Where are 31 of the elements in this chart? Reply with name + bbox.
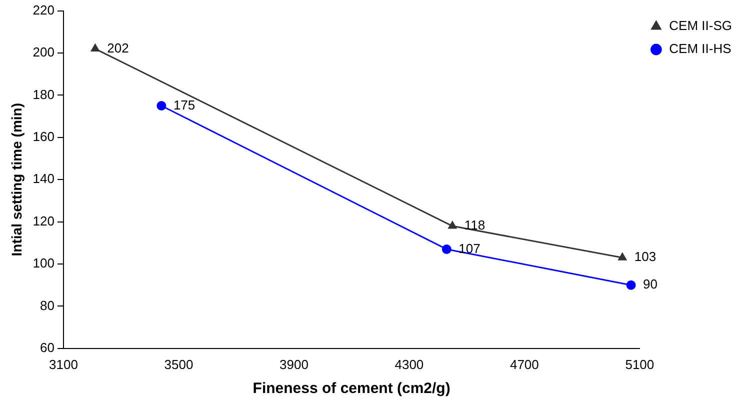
point <box>90 44 100 52</box>
y-tick-label: 60 <box>40 340 54 355</box>
x-tick-label: 4700 <box>510 356 539 372</box>
legend-label: CEM II-HS <box>669 41 732 56</box>
data-label: 107 <box>458 240 480 256</box>
data-label: 202 <box>107 40 129 56</box>
y-tick-label: 220 <box>32 2 54 18</box>
y-tick-label: 100 <box>32 256 54 271</box>
point <box>626 280 636 290</box>
x-tick-label: 3500 <box>164 356 194 372</box>
y-tick-label: 180 <box>32 86 54 102</box>
point <box>448 221 457 229</box>
x-tick-label: 3100 <box>49 356 78 372</box>
y-tick-label: 200 <box>32 44 54 60</box>
y-tick-label: 140 <box>32 171 54 186</box>
x-tick-label: 4300 <box>394 356 424 372</box>
data-label: 118 <box>464 218 486 233</box>
legend-label: CEM II-SG <box>669 18 732 34</box>
data-label: 175 <box>173 97 196 112</box>
x-axis-title: Fineness of cement (cm2/g) <box>252 380 450 398</box>
y-tick-label: 80 <box>40 298 54 313</box>
x-tick-label: 3900 <box>280 356 308 372</box>
data-label: 90 <box>643 276 658 292</box>
y-tick-label: 120 <box>32 213 54 228</box>
y-axis-title: Intial setting time (min) <box>8 102 24 256</box>
point <box>442 244 452 254</box>
x-tick-label: 5100 <box>625 356 654 372</box>
y-tick-label: 160 <box>32 128 54 144</box>
point <box>618 252 627 260</box>
data-label: 103 <box>634 249 656 264</box>
point <box>156 101 166 110</box>
